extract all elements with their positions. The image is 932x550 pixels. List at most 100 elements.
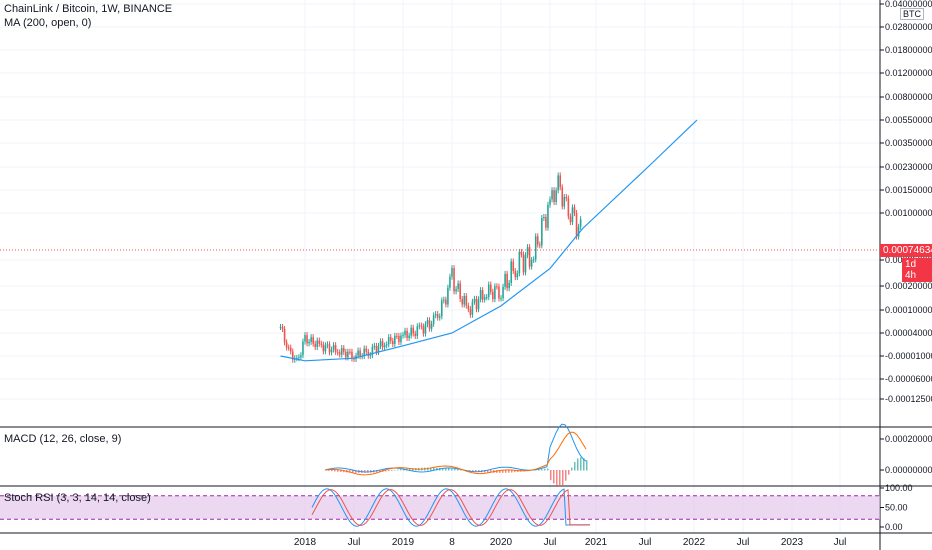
x-tick-label: 8 bbox=[449, 537, 455, 548]
stoch-legend[interactable]: Stoch RSI (3, 3, 14, 14, close) bbox=[4, 492, 151, 504]
candle-body bbox=[545, 217, 547, 228]
y-tick-label: 0.01800000 bbox=[885, 45, 932, 55]
candle-body bbox=[387, 337, 390, 345]
macd-histogram-bar bbox=[565, 470, 567, 481]
candle-body bbox=[373, 345, 376, 347]
macd-histogram-bar bbox=[568, 470, 570, 475]
chart-title: ChainLink / Bitcoin, 1W, BINANCE bbox=[4, 3, 173, 15]
candle-body bbox=[289, 347, 292, 352]
macd-histogram-bar bbox=[334, 470, 336, 472]
candle-body bbox=[510, 261, 513, 283]
ma-line bbox=[280, 119, 698, 362]
candle-body bbox=[375, 345, 378, 353]
y-tick-label: 0.00230000 bbox=[885, 162, 932, 172]
candle-body bbox=[326, 344, 329, 346]
candle-body bbox=[283, 328, 286, 343]
ma-path bbox=[280, 119, 698, 362]
candle-body bbox=[449, 276, 451, 288]
stoch-k-line bbox=[311, 488, 590, 527]
candle-body bbox=[371, 346, 374, 356]
macd-histogram-bar bbox=[391, 470, 393, 471]
candle-body bbox=[536, 236, 539, 245]
macd-histogram-bar bbox=[364, 470, 366, 473]
candle-body bbox=[300, 355, 302, 358]
candle-body bbox=[338, 352, 341, 355]
macd-histogram-bar bbox=[409, 468, 411, 471]
candle-body bbox=[359, 350, 361, 357]
x-tick-label: Jul bbox=[639, 537, 652, 548]
candle-body bbox=[406, 330, 408, 338]
candle-body bbox=[347, 351, 349, 358]
candle-body bbox=[553, 190, 555, 203]
candle-body bbox=[322, 344, 325, 352]
macd-histogram-bar bbox=[400, 469, 402, 471]
candle-body bbox=[334, 345, 337, 352]
ma-legend[interactable]: MA (200, open, 0) bbox=[4, 17, 92, 29]
candle-body bbox=[506, 273, 508, 289]
macd-histogram-bar bbox=[460, 469, 462, 471]
candle-body bbox=[416, 326, 419, 336]
macd-histogram-bar bbox=[478, 470, 480, 473]
y-tick-label: 0.00100000 bbox=[885, 208, 932, 218]
candle-body bbox=[483, 297, 486, 300]
candle-body bbox=[547, 204, 549, 228]
candle-body bbox=[320, 343, 323, 345]
x-axis[interactable]: 2018 Jul 2019 8 2020 Jul 2021 Jul 2022 Jul 2023 Jul bbox=[294, 537, 847, 548]
macd-histogram-bar bbox=[472, 470, 474, 472]
x-tick-label: Jul bbox=[348, 537, 361, 548]
candle-body bbox=[318, 340, 321, 344]
candle-body bbox=[516, 273, 519, 278]
candles bbox=[279, 172, 582, 363]
macd-y-label: 0.00000000 bbox=[885, 465, 932, 475]
macd-legend[interactable]: MACD (12, 26, close, 9) bbox=[4, 433, 122, 445]
y-tick-label: 0.00020000 bbox=[885, 281, 932, 291]
candle-body bbox=[508, 282, 510, 289]
candle-body bbox=[571, 207, 574, 223]
currency-badge[interactable]: BTC bbox=[900, 8, 924, 20]
macd-histogram-bar bbox=[574, 462, 576, 471]
candle-body bbox=[402, 334, 404, 336]
candle-body bbox=[549, 199, 551, 205]
stoch-y-label: 50.00 bbox=[885, 503, 908, 513]
macd-histogram-bar bbox=[355, 470, 357, 473]
x-tick-label: Jul bbox=[834, 537, 847, 548]
candle-body bbox=[432, 315, 435, 324]
candle-body bbox=[563, 196, 566, 207]
candle-body bbox=[453, 268, 455, 292]
candle-body bbox=[479, 290, 482, 300]
candle-body bbox=[367, 351, 370, 356]
macd-histogram-bar bbox=[547, 468, 549, 471]
candle-body bbox=[381, 341, 384, 348]
candle-body bbox=[306, 335, 308, 344]
candle-body bbox=[436, 314, 439, 318]
macd-histogram-bar bbox=[469, 470, 471, 472]
y-tick-label: 0.00800000 bbox=[885, 92, 932, 102]
candle-body bbox=[459, 283, 461, 299]
y-tick-label: -0.00001000 bbox=[885, 351, 932, 361]
candle-body bbox=[365, 348, 368, 352]
candle-body bbox=[463, 296, 466, 305]
macd-histogram-bar bbox=[553, 470, 555, 484]
x-tick-label: 2019 bbox=[392, 537, 415, 548]
candle-body bbox=[494, 286, 496, 300]
x-tick-label: 2022 bbox=[683, 537, 706, 548]
candle-body bbox=[285, 342, 288, 348]
candle-body bbox=[461, 298, 464, 305]
macd-histogram-bar bbox=[559, 470, 561, 487]
candle-body bbox=[279, 326, 282, 328]
y-axis[interactable]: 0.04000000 0.02800000 0.01800000 0.01200000… bbox=[880, 0, 932, 532]
y-tick-label: -0.00012500 bbox=[885, 394, 932, 404]
macd-histogram-bar bbox=[457, 469, 459, 471]
candle-body bbox=[575, 213, 578, 237]
candle-body bbox=[522, 254, 525, 273]
signal-line bbox=[324, 431, 587, 476]
y-tick-label: 0.04000000 bbox=[885, 0, 932, 9]
candle-body bbox=[357, 350, 359, 356]
candle-body bbox=[451, 268, 453, 277]
candle-body bbox=[414, 333, 417, 336]
countdown-tag: 1d 4h bbox=[902, 258, 932, 282]
macd-histogram-bar bbox=[379, 470, 381, 473]
candle-body bbox=[391, 340, 394, 345]
macd-histogram-bar bbox=[541, 468, 543, 471]
